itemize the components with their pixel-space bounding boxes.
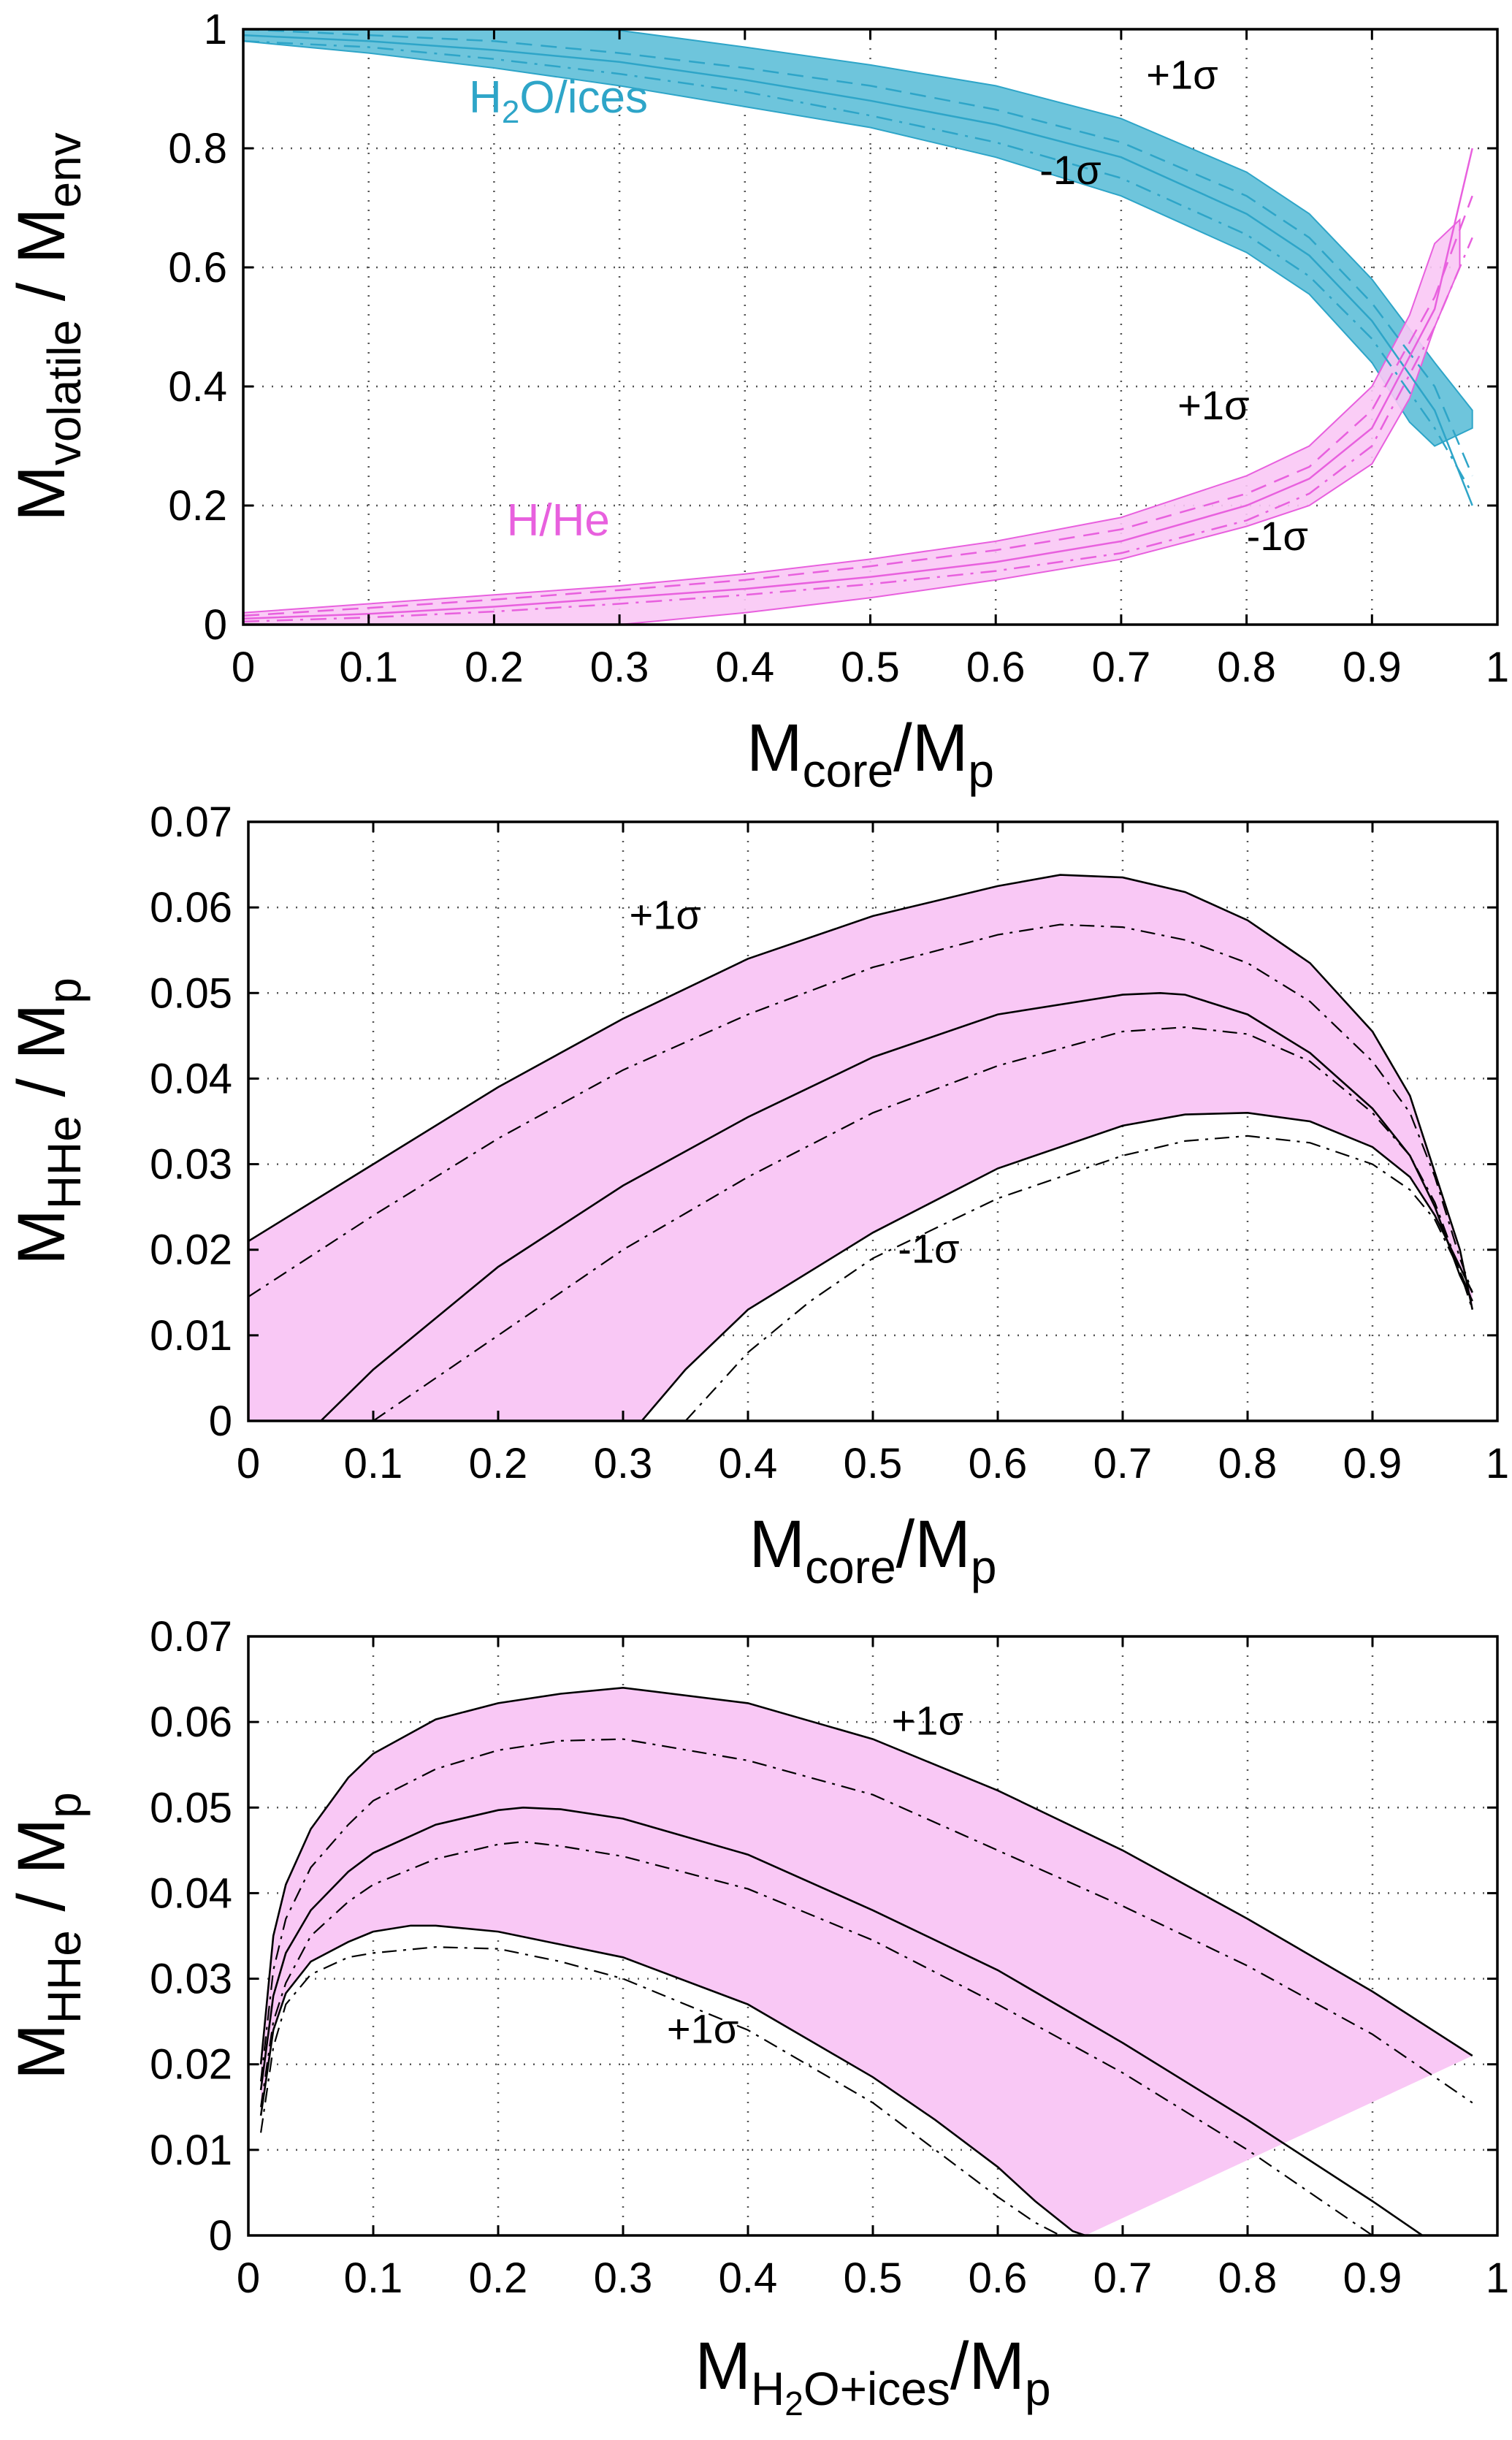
x-tick-label: 0 [237,1440,260,1487]
x-axis-label: MH2O+ices/Mp [695,2329,1050,2422]
x-tick-label: 0.9 [1343,644,1402,691]
panel-hhe-vs-ices: 0 0.1 0.2 0.3 0.4 0.5 0.6 0.7 0.8 0.9 1 0 0.01 0.02 0.… [4,1613,1509,2422]
y-tick-label: 0.04 [150,1055,232,1102]
y-axis-label: MHHe / Mp [4,977,91,1265]
x-tick-label: 0.5 [844,2254,903,2302]
y-tick-label: 0.03 [150,1956,232,2003]
x-tick-label: 0.4 [719,1440,778,1487]
y-tick-label: 0.6 [168,244,227,291]
series-hhe-dashdot [243,237,1473,623]
ticks: 0 0.1 0.2 0.3 0.4 0.5 0.6 0.7 0.8 0.9 1 0 0.2 0.4 0.6 0… [168,6,1509,691]
y-tick-label: 0.05 [150,969,232,1017]
x-tick-label: 0.5 [841,644,900,691]
series-dashdot-0 [248,923,1473,1298]
x-tick-label: 0.2 [469,2254,528,2302]
x-tick-label: 0.3 [594,2254,653,2302]
ticks: 0 0.1 0.2 0.3 0.4 0.5 0.6 0.7 0.8 0.9 1 0 0.01 0.02 0.… [150,798,1509,1487]
x-tick-label: 1 [1486,2254,1509,2302]
y-tick-label: 0.2 [168,482,227,530]
panel-volatile-fraction: 0 0.1 0.2 0.3 0.4 0.5 0.6 0.7 0.8 0.9 1 0 0.2 0.4 0.6 0… [4,6,1509,797]
y-tick-label: 0.8 [168,125,227,172]
x-tick-label: 0.1 [339,644,398,691]
x-axis-label: Mcore/Mp [749,1507,997,1593]
x-tick-label: 0.1 [344,2254,403,2302]
plot-area [248,874,1474,1421]
y-tick-label: 0.01 [150,2127,232,2174]
x-tick-label: 0.5 [844,1440,903,1487]
series-lower [259,1924,1086,2235]
region-label: H2O/ices [469,72,648,130]
series-lower [641,1111,1473,1421]
series-dashdot-1 [373,1026,1473,1421]
x-tick-label: 0.6 [969,1440,1028,1487]
y-tick-label: 0.4 [168,363,227,411]
sigma-annotation: +1σ [667,2005,738,2051]
y-tick-label: 0 [209,2212,232,2260]
x-tick-label: 0.7 [1092,644,1151,691]
x-tick-label: 0.9 [1343,2254,1402,2302]
series-h2o-line [243,34,1473,506]
series-upper [248,874,1474,1310]
y-tick-label: 0.06 [150,884,232,931]
y-tick-label: 0.01 [150,1312,232,1360]
series-dashdot-2 [684,1135,1473,1421]
y-tick-label: 0.04 [150,1869,232,1917]
y-tick-label: 0.05 [150,1784,232,1831]
panel-hhe-vs-core: 0 0.1 0.2 0.3 0.4 0.5 0.6 0.7 0.8 0.9 1 0 0.01 0.02 0.… [4,798,1509,1593]
series-mid [259,1806,1424,2235]
sigma-annotation: -1σ [1039,147,1101,193]
y-tick-label: 0.03 [150,1141,232,1189]
x-tick-label: 0.7 [1093,1440,1153,1487]
series-upper [259,1686,1473,2065]
x-tick-label: 0.6 [966,644,1026,691]
x-tick-label: 0.1 [344,1440,403,1487]
x-tick-label: 0.4 [719,2254,778,2302]
y-tick-label: 0 [204,601,227,649]
y-tick-label: 0 [209,1398,232,1445]
hhe-band [248,874,1473,1421]
x-tick-label: 0.2 [469,1440,528,1487]
x-tick-label: 1 [1486,644,1509,691]
y-tick-label: 0.02 [150,2041,232,2089]
x-tick-label: 0.2 [465,644,524,691]
x-tick-label: 0.9 [1343,1440,1402,1487]
x-axis-label: Mcore/Mp [747,711,994,797]
y-tick-label: 0.02 [150,1227,232,1274]
x-tick-label: 0.8 [1218,1440,1278,1487]
x-tick-label: 0.8 [1217,644,1276,691]
series-h2o-dash [243,29,1473,476]
plot-area [243,29,1473,625]
series-hhe-dash [243,195,1473,617]
y-tick-label: 0.07 [150,798,232,846]
y-tick-label: 0.07 [150,1613,232,1661]
x-tick-label: 0.6 [969,2254,1028,2302]
region-label: H/He [507,495,610,546]
y-tick-label: 1 [204,6,227,53]
sigma-annotation: +1σ [892,1698,963,1744]
y-tick-label: 0.06 [150,1699,232,1746]
sigma-annotation: +1σ [1177,382,1249,428]
series-dashdot-1 [260,1840,1373,2235]
x-tick-label: 1 [1486,1440,1509,1487]
sigma-annotation: +1σ [1146,52,1218,98]
x-tick-label: 0.4 [715,644,774,691]
x-tick-label: 0.7 [1093,2254,1153,2302]
sigma-annotation: -1σ [1247,513,1308,559]
y-axis-label: Mvolatile / Menv [4,132,91,521]
x-tick-label: 0.3 [590,644,649,691]
plot-area [259,1686,1473,2235]
sigma-annotation: +1σ [630,891,701,937]
hhe-band [261,1688,1473,2235]
ticks: 0 0.1 0.2 0.3 0.4 0.5 0.6 0.7 0.8 0.9 1 0 0.01 0.02 0.… [150,1613,1509,2302]
x-tick-label: 0.3 [594,1440,653,1487]
y-axis-label: MHHe / Mp [4,1792,91,2080]
sigma-annotation: -1σ [898,1225,959,1271]
series-hhe-line [243,148,1473,620]
x-tick-label: 0 [232,644,255,691]
x-tick-label: 0 [237,2254,260,2302]
x-tick-label: 0.8 [1218,2254,1278,2302]
